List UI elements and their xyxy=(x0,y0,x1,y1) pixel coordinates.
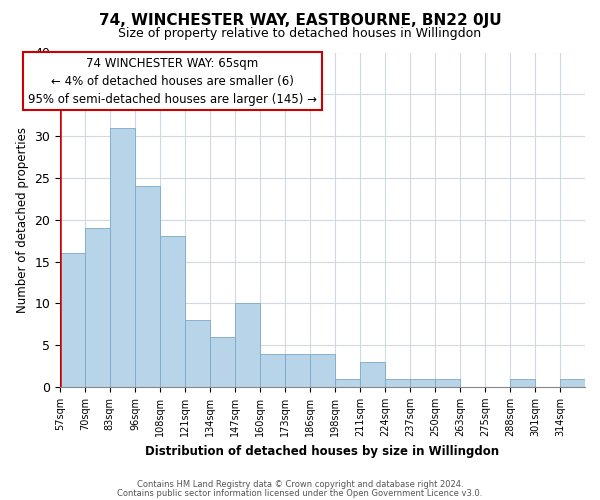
Bar xyxy=(410,378,435,387)
Text: Size of property relative to detached houses in Willingdon: Size of property relative to detached ho… xyxy=(118,28,482,40)
Bar xyxy=(210,337,235,387)
Bar xyxy=(185,320,210,387)
Bar xyxy=(135,186,160,387)
Bar xyxy=(85,228,110,387)
Bar xyxy=(285,354,310,387)
Bar xyxy=(560,378,585,387)
Bar xyxy=(435,378,460,387)
Text: 74 WINCHESTER WAY: 65sqm
← 4% of detached houses are smaller (6)
95% of semi-det: 74 WINCHESTER WAY: 65sqm ← 4% of detache… xyxy=(28,56,317,106)
Bar xyxy=(335,378,360,387)
Text: Contains public sector information licensed under the Open Government Licence v3: Contains public sector information licen… xyxy=(118,488,482,498)
Bar xyxy=(385,378,410,387)
Bar xyxy=(110,128,135,387)
X-axis label: Distribution of detached houses by size in Willingdon: Distribution of detached houses by size … xyxy=(145,444,499,458)
Bar xyxy=(510,378,535,387)
Bar xyxy=(310,354,335,387)
Text: Contains HM Land Registry data © Crown copyright and database right 2024.: Contains HM Land Registry data © Crown c… xyxy=(137,480,463,489)
Bar xyxy=(60,253,85,387)
Text: 74, WINCHESTER WAY, EASTBOURNE, BN22 0JU: 74, WINCHESTER WAY, EASTBOURNE, BN22 0JU xyxy=(98,12,502,28)
Bar xyxy=(160,236,185,387)
Bar xyxy=(360,362,385,387)
Bar xyxy=(235,304,260,387)
Bar xyxy=(260,354,285,387)
Y-axis label: Number of detached properties: Number of detached properties xyxy=(16,126,29,312)
